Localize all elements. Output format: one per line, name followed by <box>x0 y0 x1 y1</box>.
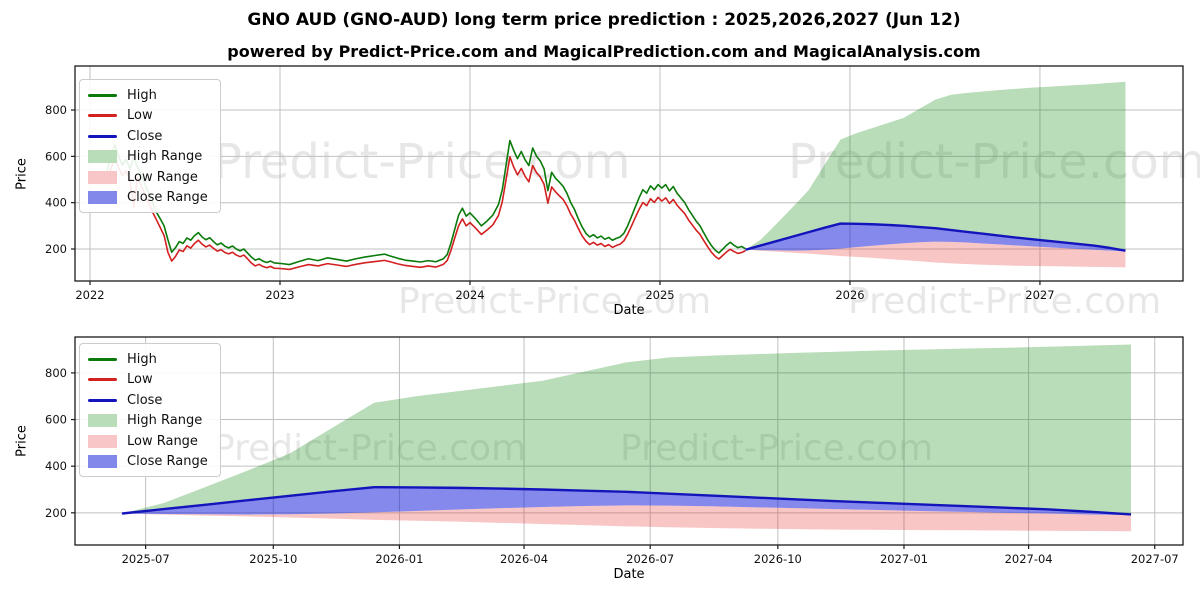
x-tick-label: 2026-10 <box>754 552 802 566</box>
close-range-swatch <box>88 191 117 205</box>
high-line-swatch <box>88 357 117 361</box>
y-tick-label: 400 <box>45 459 67 473</box>
page-subtitle: powered by Predict-Price.com and Magical… <box>227 42 981 61</box>
x-tick-label: 2022 <box>75 288 104 302</box>
high-range-area <box>745 81 1126 251</box>
y-tick-label: 200 <box>45 506 67 520</box>
low-range-area <box>121 505 1132 532</box>
high-range-swatch <box>88 150 117 164</box>
legend-label: Low <box>127 108 153 124</box>
y-tick-label: 800 <box>45 103 67 117</box>
history-low-line <box>106 156 746 271</box>
legend-label: Close Range <box>127 454 208 470</box>
y-axis-label-top: Price <box>14 158 30 190</box>
legend-item-close: Close <box>88 126 212 147</box>
legend-label: Close <box>127 128 163 144</box>
x-tick-label: 2023 <box>265 288 294 302</box>
legend-item-close-range: Close Range <box>88 452 212 473</box>
x-tick-label: 2025-07 <box>122 552 170 566</box>
x-axis-label-bottom: Date <box>613 567 645 582</box>
legend-item-close-range: Close Range <box>88 188 212 209</box>
x-tick-label: 2026 <box>835 288 864 302</box>
x-tick-label: 2025-10 <box>249 552 297 566</box>
low-line-swatch <box>88 114 117 118</box>
legend-item-high-range: High Range <box>88 411 212 432</box>
legend-item-low-range: Low Range <box>88 431 212 452</box>
x-tick-label: 2025 <box>645 288 674 302</box>
y-tick-label: 200 <box>45 242 67 256</box>
high-range-swatch <box>88 414 117 428</box>
legend-label: Low <box>127 372 153 388</box>
y-axis-label-bottom: Price <box>14 425 30 457</box>
legend-label: Close <box>127 392 163 408</box>
x-tick-label: 2024 <box>455 288 484 302</box>
low-line-swatch <box>88 378 117 382</box>
x-tick-label: 2026-01 <box>375 552 423 566</box>
legend-item-low: Low <box>88 370 212 391</box>
legend-item-low: Low <box>88 106 212 127</box>
close-range-area <box>121 487 1132 516</box>
legend-label: Close Range <box>127 190 208 206</box>
x-tick-label: 2027 <box>1025 288 1054 302</box>
x-tick-label: 2027-07 <box>1131 552 1179 566</box>
legend-item-high-range: High Range <box>88 147 212 168</box>
legend-label: High Range <box>127 413 203 429</box>
low-range-swatch <box>88 170 117 184</box>
x-axis-label-top: Date <box>613 303 645 318</box>
page-title: GNO AUD (GNO-AUD) long term price predic… <box>247 10 961 30</box>
high-range-area <box>121 344 1132 515</box>
legend-label: High <box>127 87 157 103</box>
prediction-close-line <box>745 222 1126 252</box>
close-line-swatch <box>88 398 117 402</box>
legend-label: Low Range <box>127 169 198 185</box>
close-range-swatch <box>88 455 117 469</box>
x-tick-label: 2027-04 <box>1005 552 1053 566</box>
history-high-line <box>106 139 746 266</box>
low-range-swatch <box>88 434 117 448</box>
legend-top-chart: High Low Close High Range Low Range Clos… <box>79 79 221 213</box>
legend-bottom-chart: High Low Close High Range Low Range Clos… <box>79 343 221 477</box>
close-range-area <box>745 223 1126 252</box>
legend-item-low-range: Low Range <box>88 167 212 188</box>
legend-label: High <box>127 351 157 367</box>
legend-label: Low Range <box>127 433 198 449</box>
y-tick-label: 800 <box>45 366 67 380</box>
legend-item-high: High <box>88 85 212 106</box>
y-tick-label: 400 <box>45 196 67 210</box>
close-line-swatch <box>88 134 117 138</box>
axes-spines <box>74 336 1184 546</box>
prediction-close-line <box>121 485 1132 516</box>
legend-item-close: Close <box>88 390 212 411</box>
x-tick-label: 2026-04 <box>500 552 548 566</box>
low-range-area <box>745 241 1126 268</box>
high-line-swatch <box>88 93 117 97</box>
legend-label: High Range <box>127 149 203 165</box>
y-tick-label: 600 <box>45 413 67 427</box>
y-tick-label: 600 <box>45 149 67 163</box>
x-tick-label: 2027-01 <box>880 552 928 566</box>
x-tick-label: 2026-07 <box>626 552 674 566</box>
legend-item-high: High <box>88 349 212 370</box>
axes-spines <box>74 65 1184 282</box>
